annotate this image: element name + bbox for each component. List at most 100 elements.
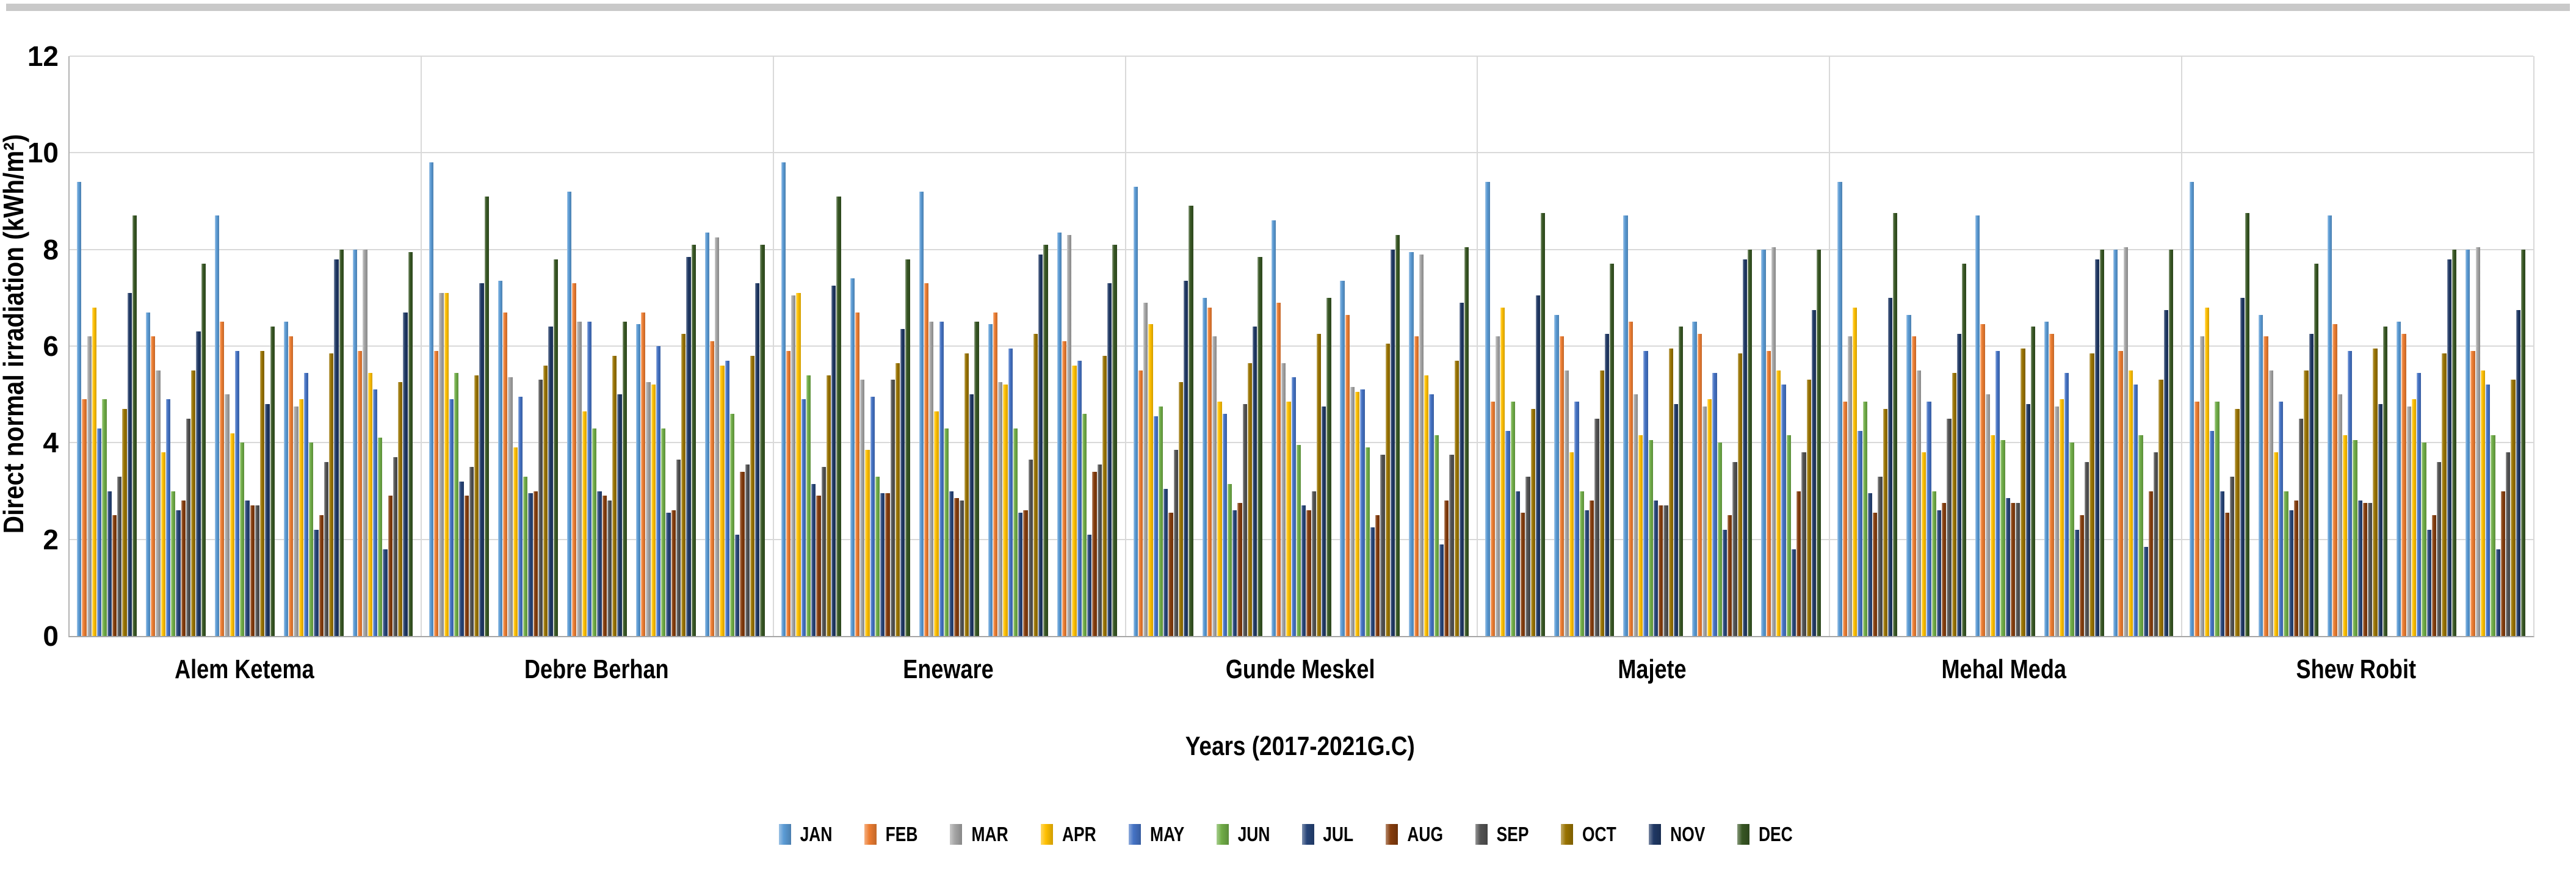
bar-oct xyxy=(2442,353,2447,636)
bar-dec xyxy=(1257,256,1262,636)
bar-dec xyxy=(2099,249,2105,636)
bar-nov xyxy=(2516,309,2520,636)
bar-mar xyxy=(508,377,513,636)
bar-dec xyxy=(1817,249,1822,636)
legend-label-jan: JAN xyxy=(800,823,833,845)
bar-jan xyxy=(1057,232,1062,636)
bar-mar xyxy=(2337,394,2342,636)
x-label-shew-robit: Shew Robit xyxy=(2180,654,2532,685)
bar-sep xyxy=(1947,418,1952,636)
legend-swatch-nov xyxy=(1648,824,1661,845)
bar-dec xyxy=(760,244,765,636)
y-tick-label-8: 8 xyxy=(43,233,59,266)
bar-apr xyxy=(865,450,870,636)
x-label-alem-ketema: Alem Ketema xyxy=(68,654,421,685)
bar-nov xyxy=(2240,297,2245,636)
bar-may xyxy=(1927,402,1931,636)
year-group-2019 xyxy=(1271,56,1332,636)
bar-apr xyxy=(1072,365,1077,636)
bar-feb xyxy=(855,312,860,636)
bar-jun xyxy=(454,372,459,636)
bar-sep xyxy=(2437,462,2442,636)
bar-may xyxy=(2279,402,2284,636)
bar-jan xyxy=(919,191,924,636)
bar-apr xyxy=(1638,435,1643,636)
bar-dec xyxy=(1189,206,1193,636)
bar-sep xyxy=(117,476,122,636)
bar-may xyxy=(165,399,171,636)
bar-nov xyxy=(1742,259,1748,636)
legend-label-jul: JUL xyxy=(1323,823,1354,845)
year-group-2018 xyxy=(2259,56,2319,636)
year-group-2020 xyxy=(635,56,696,636)
bar-aug xyxy=(954,498,959,636)
bar-jan xyxy=(1692,322,1697,636)
gridline-2 xyxy=(70,538,2533,540)
bar-sep xyxy=(1173,450,1178,636)
legend-swatch-jun xyxy=(1217,824,1229,845)
bar-mar xyxy=(294,406,298,636)
bar-mar xyxy=(791,295,796,636)
bar-apr xyxy=(2204,307,2210,636)
bar-oct xyxy=(612,355,617,636)
bar-oct xyxy=(1316,334,1322,636)
bar-aug xyxy=(2148,491,2154,636)
year-group-2020 xyxy=(283,56,344,636)
year-group-2017 xyxy=(77,56,137,636)
bar-jan xyxy=(1623,215,1628,636)
year-group-2018 xyxy=(1202,56,1263,636)
bar-jun xyxy=(240,443,245,636)
bar-nov xyxy=(1184,281,1189,636)
bar-mar xyxy=(577,322,582,636)
bar-aug xyxy=(1306,510,1311,636)
legend-item-nov: NOV xyxy=(1648,823,1710,846)
bar-dec xyxy=(2030,327,2036,636)
bar-apr xyxy=(934,411,939,636)
bar-may xyxy=(303,372,309,636)
legend-swatch-jul xyxy=(1302,824,1315,845)
bar-jun xyxy=(806,375,811,636)
bar-dec xyxy=(201,264,206,636)
bar-apr xyxy=(1707,399,1712,636)
bar-mar xyxy=(1916,370,1922,636)
bar-mar xyxy=(998,382,1003,636)
bar-jun xyxy=(875,476,880,636)
bar-aug xyxy=(602,496,607,636)
bar-feb xyxy=(2049,334,2054,636)
bar-sections xyxy=(70,56,2533,636)
bar-jul xyxy=(2005,498,2010,636)
bar-sep xyxy=(1663,505,1668,636)
bar-feb xyxy=(641,312,646,636)
bar-jul xyxy=(2495,549,2500,636)
legend-swatch-feb xyxy=(864,824,877,845)
bar-oct xyxy=(191,370,196,636)
bar-jun xyxy=(1579,491,1584,636)
bar-sep xyxy=(1878,476,1883,636)
bar-jul xyxy=(2143,546,2148,636)
bar-dec xyxy=(691,244,696,636)
bar-jun xyxy=(661,428,666,636)
bar-feb xyxy=(2401,334,2406,636)
bar-apr xyxy=(1286,402,1291,636)
bar-may xyxy=(1858,430,1862,636)
bar-feb xyxy=(1766,350,1771,636)
legend-swatch-aug xyxy=(1385,824,1398,845)
bar-dec xyxy=(1962,264,1967,636)
bar-sep xyxy=(2016,503,2021,636)
bar-aug xyxy=(2224,513,2230,636)
year-group-2020 xyxy=(988,56,1049,636)
legend-swatch-dec xyxy=(1737,824,1750,845)
year-group-2021 xyxy=(352,56,413,636)
bar-feb xyxy=(924,283,929,636)
bar-feb xyxy=(1276,302,1281,636)
year-group-2019 xyxy=(919,56,980,636)
bar-apr xyxy=(1148,324,1153,636)
bar-may xyxy=(234,350,240,636)
bar-jul xyxy=(107,491,112,636)
bar-nov xyxy=(1956,334,1962,636)
bar-apr xyxy=(2342,435,2348,636)
bar-feb xyxy=(434,350,439,636)
y-tick-label-4: 4 xyxy=(43,427,59,459)
bar-jun xyxy=(378,438,383,636)
year-group-2018 xyxy=(850,56,911,636)
